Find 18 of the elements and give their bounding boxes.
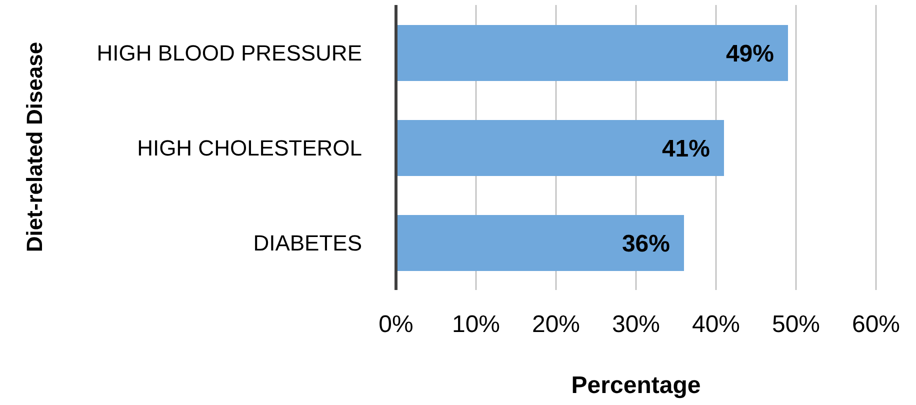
data-label: 49% [726,40,774,68]
x-tick-label: 40% [692,311,740,338]
x-axis-title: Percentage [570,372,702,400]
y-axis-title: Diet-related Disease [22,42,48,252]
bar [396,25,788,81]
data-label: 36% [622,230,670,258]
bar [396,120,724,176]
x-tick-label: 0% [378,311,414,338]
x-tick-label: 60% [852,311,900,338]
x-tick-label: 50% [772,311,820,338]
y-tick-label: HIGH BLOOD PRESSURE [96,40,362,66]
y-tick-label: DIABETES [253,230,362,256]
y-tick-label: HIGH CHOLESTEROL [137,135,362,160]
x-tick-label: 10% [452,311,500,338]
bar [396,215,684,271]
x-tick-label: 30% [612,311,660,338]
x-tick-label: 20% [532,311,580,338]
data-label: 41% [662,136,710,163]
